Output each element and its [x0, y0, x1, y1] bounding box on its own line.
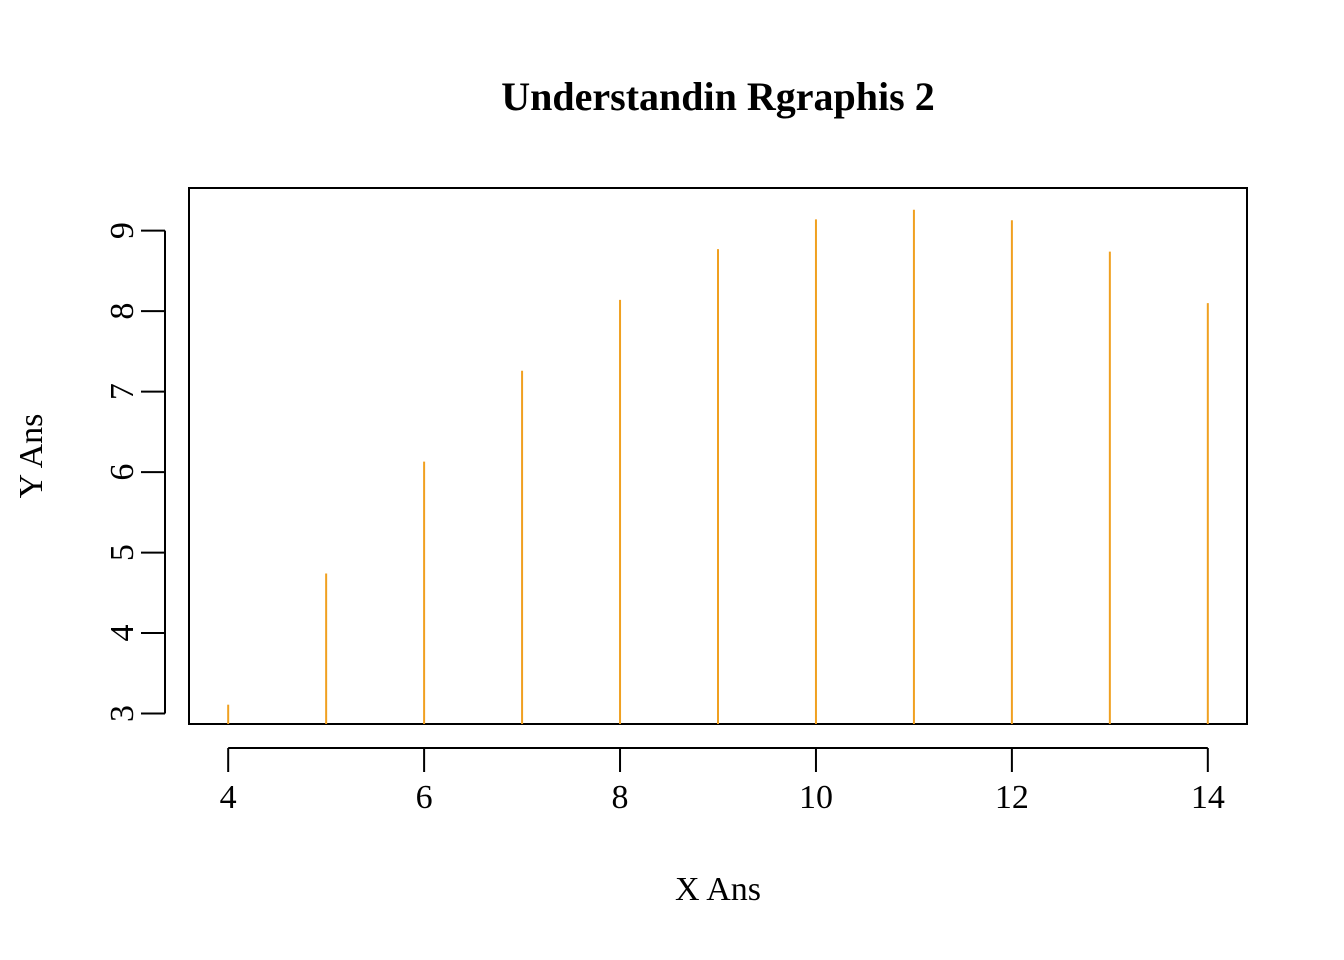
x-tick-label-10: 10	[799, 779, 833, 816]
y-tick-label-5: 5	[104, 544, 141, 561]
y-tick-label-7: 7	[104, 383, 141, 400]
y-axis: 3 4 5 6 7 8 9	[104, 222, 166, 722]
y-tick-label-3: 3	[104, 705, 141, 722]
x-tick-label-6: 6	[416, 779, 433, 816]
x-axis-label: X Ans	[675, 871, 761, 908]
y-axis-label: Y Ans	[13, 414, 50, 499]
x-tick-label-12: 12	[995, 779, 1029, 816]
x-tick-label-4: 4	[220, 779, 237, 816]
y-tick-label-4: 4	[104, 625, 141, 642]
data-series	[227, 209, 1209, 724]
x-tick-label-8: 8	[612, 779, 629, 816]
x-tick-label-14: 14	[1191, 779, 1225, 816]
y-tick-label-6: 6	[104, 464, 141, 481]
x-axis: 4 6 8 10 12 14	[220, 747, 1225, 816]
y-tick-label-9: 9	[104, 222, 141, 239]
y-tick-label-8: 8	[104, 303, 141, 320]
chart-title: Understandin Rgraphis 2	[501, 74, 934, 119]
